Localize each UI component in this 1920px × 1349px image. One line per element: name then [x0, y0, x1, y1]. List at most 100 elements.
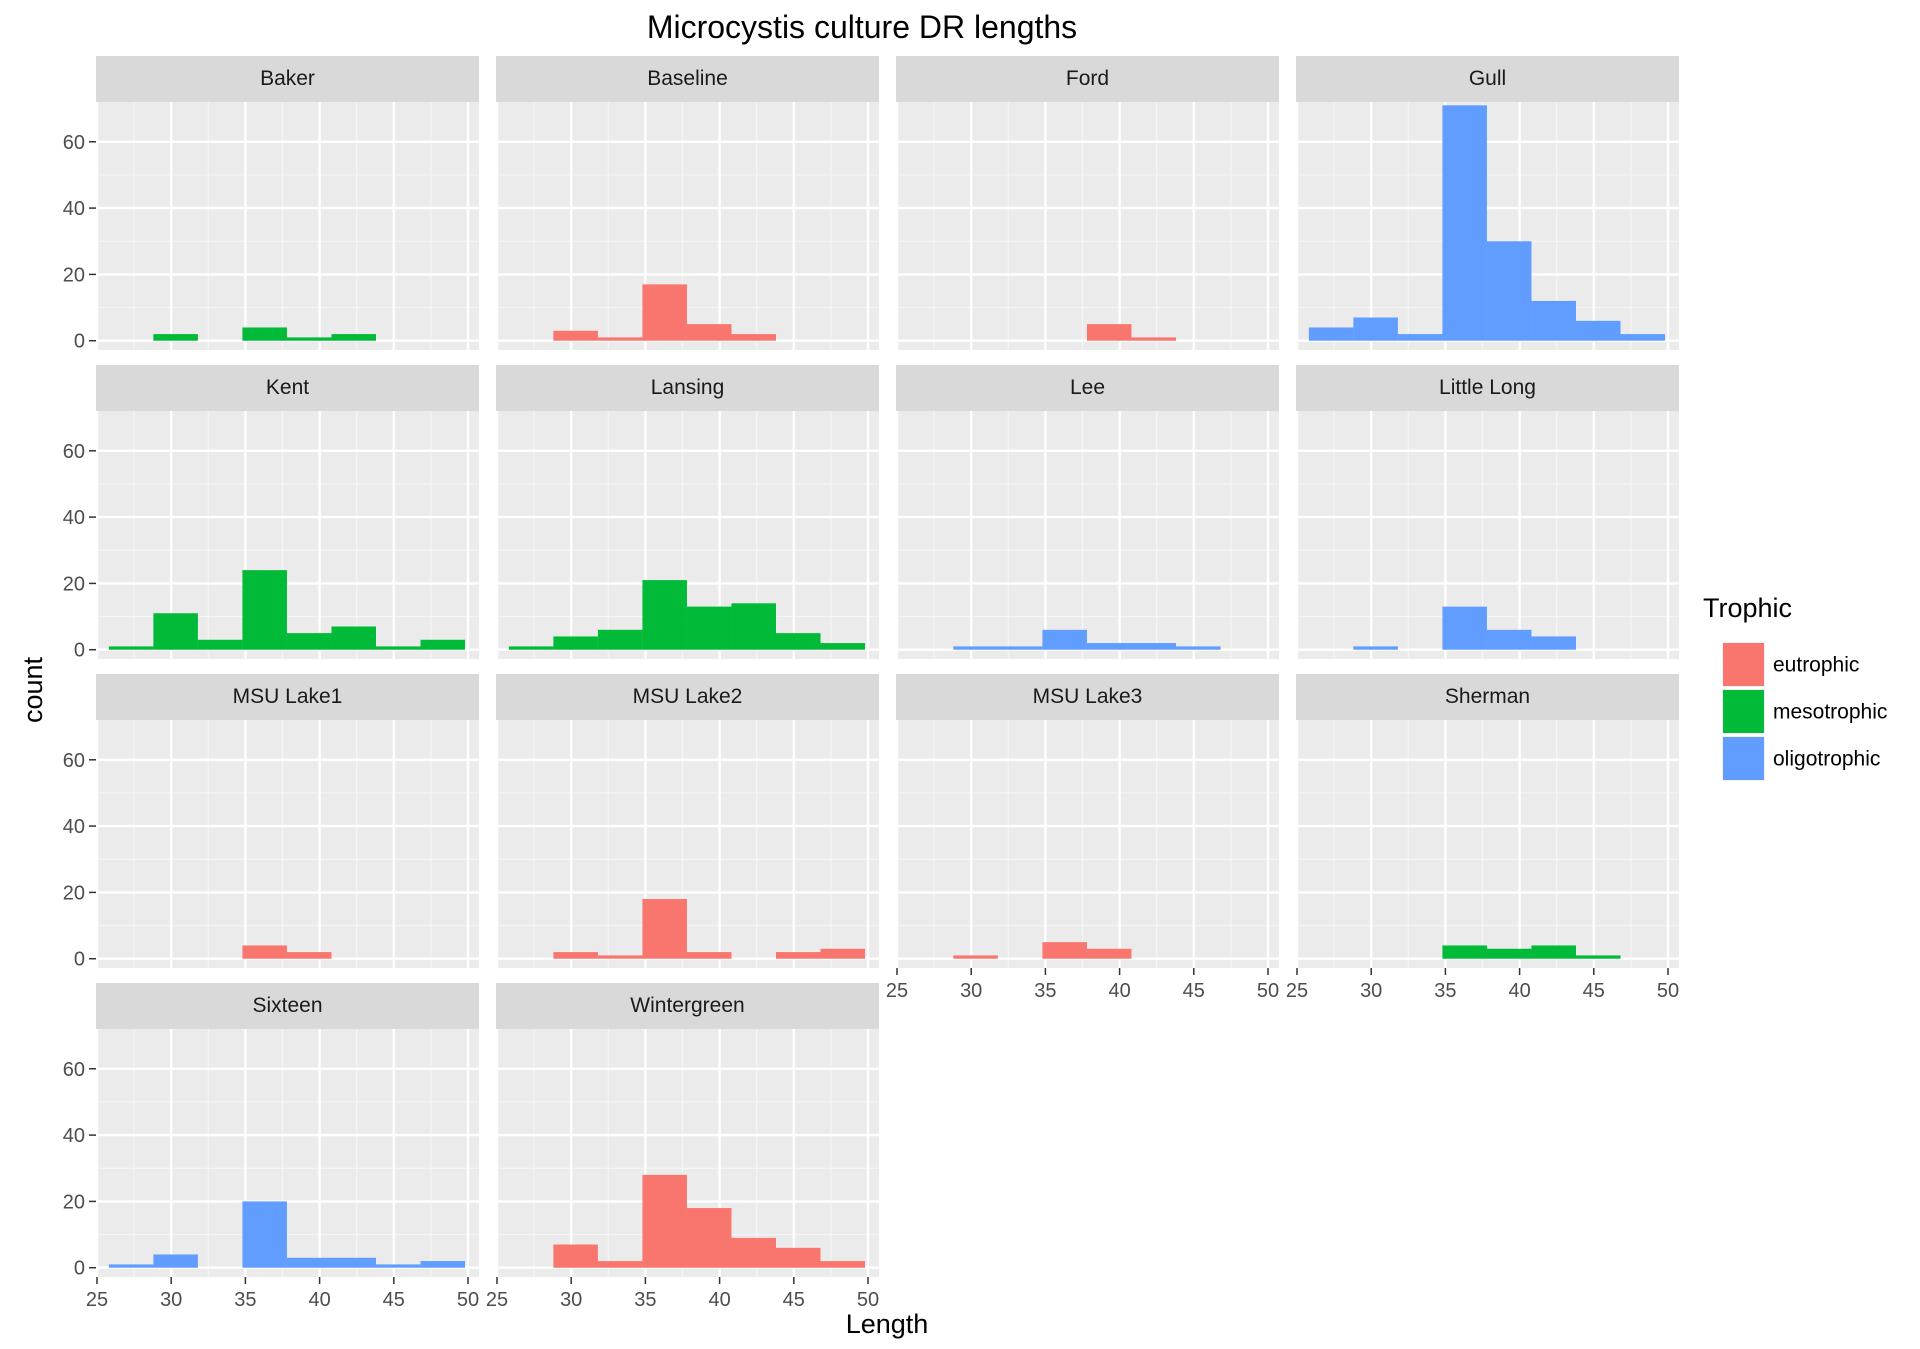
legend-swatch-oligotrophic [1723, 737, 1764, 780]
histogram-bar [1086, 643, 1132, 650]
y-tick-label: 60 [63, 750, 85, 772]
facet-label: Lansing [651, 376, 725, 399]
histogram-bar [286, 952, 332, 959]
x-tick-label: 50 [1257, 980, 1279, 1002]
histogram-bar [242, 1201, 287, 1268]
facet-label: Kent [266, 376, 309, 399]
facet-label: MSU Lake1 [233, 685, 343, 708]
legend: Trophic eutrophic mesotrophic oligotrophic [1703, 593, 1887, 781]
histogram-bar [1086, 324, 1132, 341]
facet-strip [896, 674, 1279, 720]
facet-strip [496, 674, 879, 720]
facet-strip [1296, 365, 1679, 411]
y-tick-label: 40 [63, 507, 85, 529]
histogram-bar [242, 570, 287, 650]
y-tick-label: 20 [63, 573, 85, 595]
y-tick-label: 0 [74, 1258, 85, 1280]
histogram-bar [153, 334, 198, 341]
histogram-bar [1175, 646, 1221, 650]
histogram-bar [242, 945, 287, 959]
x-tick-label: 40 [1108, 980, 1130, 1002]
histogram-bar [953, 955, 998, 959]
histogram-bar [286, 1257, 332, 1268]
histogram-bar [775, 952, 821, 959]
panel-background [896, 720, 1279, 968]
histogram-bar [1131, 643, 1176, 650]
histogram-bar [508, 646, 554, 650]
legend-swatch-mesotrophic [1723, 690, 1764, 733]
histogram-bar [642, 284, 687, 341]
histogram-bar [997, 646, 1043, 650]
histogram-bar [1442, 606, 1487, 650]
histogram-bar [1575, 955, 1621, 959]
histogram-bar [197, 639, 243, 650]
facet-panel: Sixteen 0 20 40 60 25 30 35 40 45 50 [63, 983, 479, 1311]
facet-panel: Kent 0 20 40 60 [63, 365, 479, 662]
facet-strip [896, 365, 1279, 411]
x-tick-label: 35 [1434, 980, 1456, 1002]
histogram-bar [1531, 945, 1576, 959]
histogram-bar [153, 1254, 198, 1268]
x-tick-label: 35 [634, 1289, 656, 1311]
histogram-bar [1353, 317, 1398, 341]
y-tick-label: 40 [63, 198, 85, 220]
histogram-bar [686, 1208, 732, 1268]
panel-background [496, 102, 879, 350]
y-tick-label: 60 [63, 1059, 85, 1081]
facet-label: Baker [260, 67, 315, 90]
x-tick-label: 40 [708, 1289, 730, 1311]
facet-strip [96, 56, 479, 102]
histogram-bar [731, 603, 776, 650]
y-axis-label: count [18, 656, 48, 723]
panel-background [1296, 411, 1679, 659]
y-tick-label: 0 [74, 949, 85, 971]
x-axis-label: Length [846, 1309, 929, 1339]
x-tick-label: 45 [783, 1289, 805, 1311]
facet-label: MSU Lake2 [633, 685, 743, 708]
facet-panel: MSU Lake3 25 30 35 40 45 50 [886, 674, 1279, 1002]
x-tick-label: 45 [383, 1289, 405, 1311]
histogram-bar [686, 606, 732, 650]
histogram-bar [1308, 327, 1354, 341]
y-tick-label: 0 [74, 331, 85, 353]
histogram-bar [1486, 241, 1532, 341]
facet-strip [96, 674, 479, 720]
histogram-bar [731, 1237, 776, 1268]
facet-panel: Gull [1295, 56, 1679, 350]
x-tick-label: 25 [86, 1289, 108, 1311]
histogram-bar [686, 952, 732, 959]
panel-background [896, 411, 1279, 659]
histogram-bar [1486, 948, 1532, 959]
histogram-bar [597, 629, 643, 650]
y-tick-label: 20 [63, 882, 85, 904]
y-tick-label: 40 [63, 1125, 85, 1147]
panel-background [96, 720, 479, 968]
y-tick-label: 20 [63, 264, 85, 286]
facet-label: Ford [1066, 67, 1109, 90]
histogram-bar [1620, 334, 1666, 341]
facet-panel: Wintergreen 25 30 35 40 45 50 [486, 983, 879, 1311]
histogram-bar [153, 613, 198, 650]
facet-strip [96, 983, 479, 1029]
facet-panels: Baker 0 20 40 60 Baseline Ford Gull Kent 0 20 40 60 L… [63, 56, 1679, 1311]
histogram-bar [820, 643, 866, 650]
histogram-bar [286, 633, 332, 650]
histogram-bar [686, 324, 732, 341]
histogram-bar [553, 330, 598, 341]
facet-label: Gull [1469, 67, 1506, 90]
x-tick-label: 35 [1034, 980, 1056, 1002]
facet-panel: Lee [895, 365, 1279, 659]
facet-panel: Little Long [1295, 365, 1679, 659]
histogram-bar [1353, 646, 1398, 650]
histogram-bar [108, 646, 154, 650]
legend-label: mesotrophic [1773, 701, 1887, 724]
panel-background [96, 1029, 479, 1277]
facet-strip [1296, 56, 1679, 102]
x-tick-label: 35 [234, 1289, 256, 1311]
x-tick-label: 30 [160, 1289, 182, 1311]
histogram-bar [597, 955, 643, 959]
x-tick-label: 50 [457, 1289, 479, 1311]
histogram-bar [375, 646, 421, 650]
y-tick-label: 0 [74, 640, 85, 662]
histogram-bar [375, 1264, 421, 1268]
